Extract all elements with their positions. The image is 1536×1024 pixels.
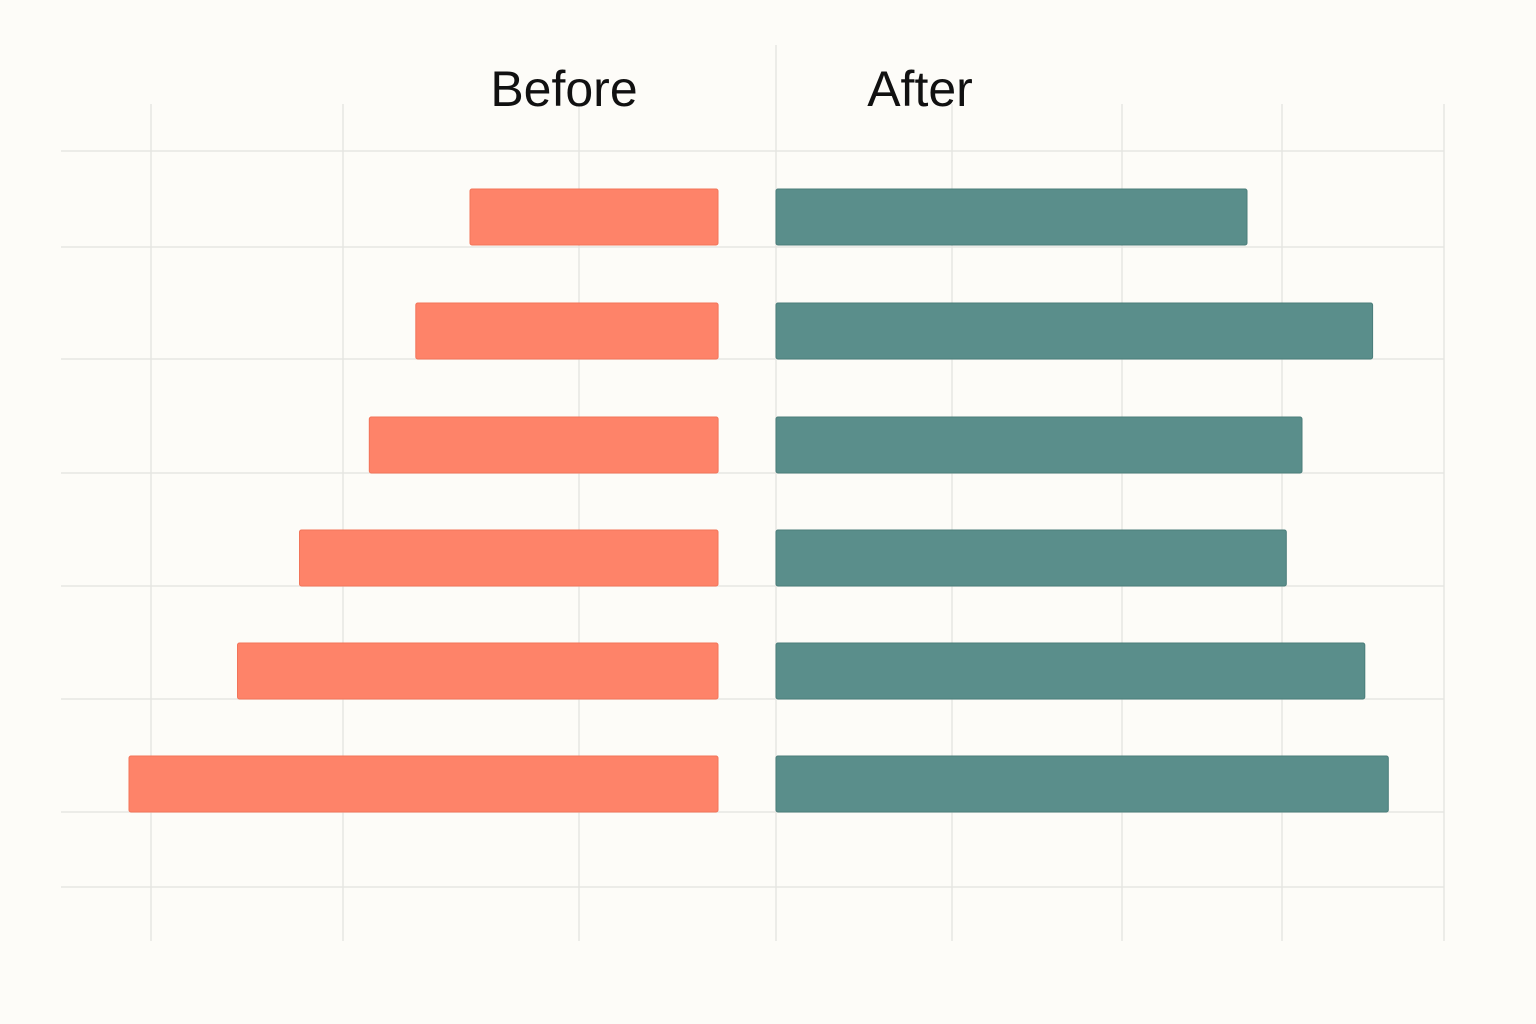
before-bar-3 — [368, 416, 719, 474]
before-bar-2 — [415, 302, 719, 360]
after-bar-6 — [775, 755, 1389, 813]
after-bar-2 — [775, 302, 1374, 360]
after-panel-title: After — [867, 61, 973, 117]
before-panel-title: Before — [490, 61, 637, 117]
after-bar-5 — [775, 642, 1366, 700]
before-bar-4 — [299, 529, 719, 587]
after-bar-4 — [775, 529, 1287, 587]
before-bar-5 — [237, 642, 719, 700]
after-bar-1 — [775, 188, 1248, 246]
after-bar-3 — [775, 416, 1303, 474]
bars — [128, 188, 1389, 813]
before-bar-6 — [128, 755, 719, 813]
before-bar-1 — [469, 188, 719, 246]
